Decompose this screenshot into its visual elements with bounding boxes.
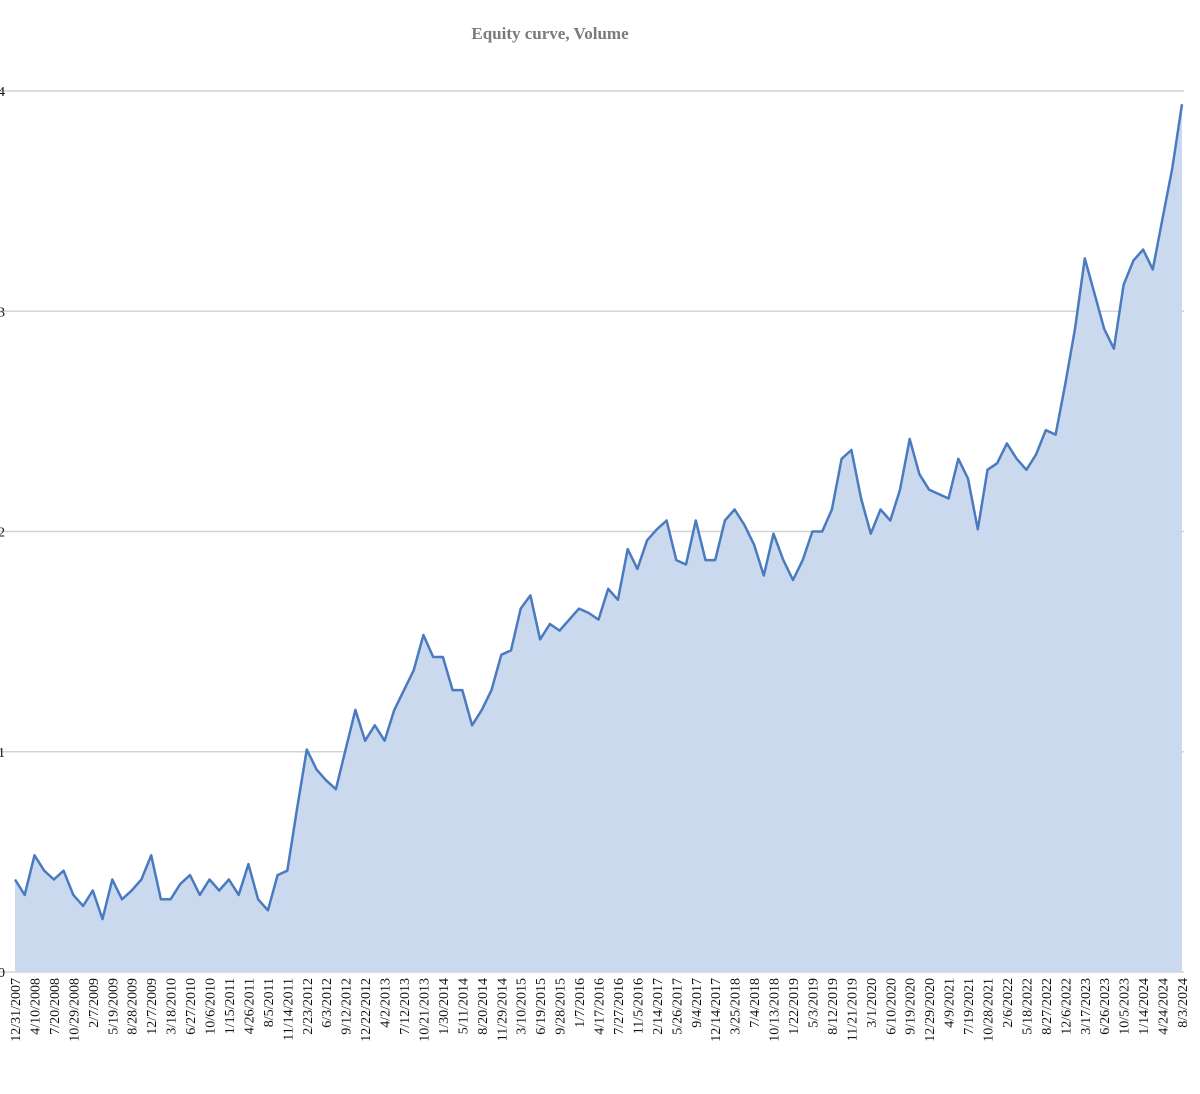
x-tick-label: 2/23/2012 — [301, 978, 316, 1035]
x-tick-label: 9/12/2012 — [340, 978, 355, 1035]
x-tick-label: 1/30/2014 — [437, 978, 452, 1035]
y-tick-label: 0 — [0, 966, 5, 981]
x-tick-label: 4/9/2021 — [943, 978, 958, 1028]
x-tick-label: 2/6/2022 — [1001, 978, 1016, 1028]
x-tick-label: 1/15/2011 — [223, 978, 238, 1034]
x-tick-label: 2/7/2009 — [87, 978, 102, 1028]
x-tick-label: 3/18/2010 — [165, 978, 180, 1035]
x-tick-label: 9/19/2020 — [904, 978, 919, 1035]
x-tick-label: 9/4/2017 — [690, 978, 705, 1028]
x-tick-label: 6/10/2020 — [884, 978, 899, 1035]
x-tick-label: 4/24/2024 — [1157, 978, 1172, 1035]
x-tick-label: 4/17/2016 — [593, 978, 608, 1035]
x-tick-label: 10/6/2010 — [204, 978, 219, 1035]
x-tick-label: 8/5/2011 — [262, 978, 277, 1027]
x-tick-label: 8/20/2014 — [476, 978, 491, 1035]
x-tick-label: 10/29/2008 — [67, 978, 82, 1042]
x-tick-label: 7/12/2013 — [398, 978, 413, 1035]
x-tick-label: 6/27/2010 — [184, 978, 199, 1035]
x-tick-label: 5/19/2009 — [106, 978, 121, 1035]
x-tick-label: 4/2/2013 — [379, 978, 394, 1028]
x-tick-label: 8/3/2024 — [1176, 978, 1191, 1028]
x-tick-label: 11/21/2019 — [845, 978, 860, 1041]
x-tick-label: 12/7/2009 — [145, 978, 160, 1035]
x-tick-label: 10/5/2023 — [1118, 978, 1133, 1035]
x-tick-label: 12/31/2007 — [9, 978, 24, 1042]
x-tick-label: 6/3/2012 — [320, 978, 335, 1028]
x-tick-label: 2/14/2017 — [651, 978, 666, 1035]
x-tick-label: 8/27/2022 — [1040, 978, 1055, 1035]
x-tick-label: 1/7/2016 — [573, 978, 588, 1028]
x-tick-label: 6/26/2023 — [1098, 978, 1113, 1035]
x-tick-label: 5/18/2022 — [1020, 978, 1035, 1035]
x-tick-label: 10/21/2013 — [417, 978, 432, 1042]
x-tick-label: 12/22/2012 — [359, 978, 374, 1042]
area — [15, 104, 1182, 972]
x-tick-label: 8/12/2019 — [826, 978, 841, 1035]
x-tick-label: 3/17/2023 — [1079, 978, 1094, 1035]
x-tick-label: 10/13/2018 — [768, 978, 783, 1042]
x-tick-label: 6/19/2015 — [534, 978, 549, 1035]
x-tick-label: 5/26/2017 — [670, 978, 685, 1035]
y-tick-label: 3 — [0, 305, 5, 320]
x-tick-label: 3/10/2015 — [515, 978, 530, 1035]
x-tick-label: 3/25/2018 — [729, 978, 744, 1035]
x-tick-label: 7/27/2016 — [612, 978, 627, 1035]
y-tick-label: 2 — [0, 526, 5, 541]
x-tick-label: 11/5/2016 — [631, 978, 646, 1034]
x-tick-label: 1/14/2024 — [1137, 978, 1152, 1035]
x-tick-label: 7/20/2008 — [48, 978, 63, 1035]
x-tick-label: 11/14/2011 — [281, 978, 296, 1041]
x-tick-label: 12/29/2020 — [923, 978, 938, 1042]
line — [13, 104, 1184, 921]
x-tick-label: 11/29/2014 — [495, 978, 510, 1041]
chart-title: Equity curve, Volume — [471, 24, 629, 43]
x-tick-label: 5/11/2014 — [456, 978, 471, 1034]
x-tick-label: 4/26/2011 — [242, 978, 257, 1034]
x-tick-label: 7/19/2021 — [962, 978, 977, 1035]
x-tick-label: 8/28/2009 — [126, 978, 141, 1035]
y-tick-label: 1 — [0, 746, 5, 761]
x-tick-label: 3/1/2020 — [865, 978, 880, 1028]
x-tick-label: 5/3/2019 — [806, 978, 821, 1028]
x-tick-label: 4/10/2008 — [28, 978, 43, 1035]
x-tick-label: 9/28/2015 — [554, 978, 569, 1035]
y-tick-label: 4 — [0, 85, 5, 100]
x-tick-label: 12/14/2017 — [709, 978, 724, 1042]
x-tick-label: 12/6/2022 — [1059, 978, 1074, 1035]
x-tick-label: 10/28/2021 — [982, 978, 997, 1042]
x-tick-label: 1/22/2019 — [787, 978, 802, 1035]
x-tick-label: 7/4/2018 — [748, 978, 763, 1028]
